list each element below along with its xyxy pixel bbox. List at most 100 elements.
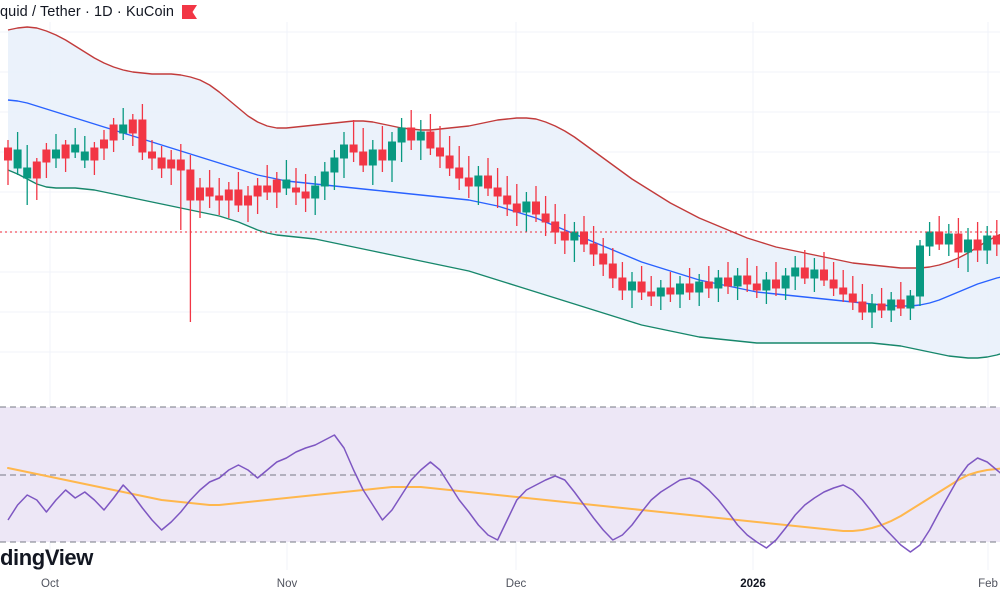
candle-body (167, 159, 176, 169)
candle-body (522, 201, 531, 213)
candle-body (983, 235, 992, 251)
candle-body (781, 275, 790, 289)
rsi-moving-average-line (7, 467, 1000, 532)
candle-body (714, 277, 723, 289)
candle-body (196, 187, 204, 201)
candle-body (935, 231, 944, 245)
candle-body (292, 187, 300, 193)
candle-body (340, 144, 348, 159)
candle-body (186, 169, 195, 201)
candle-body (263, 185, 272, 193)
candle-body (637, 281, 646, 293)
candle-body (762, 279, 771, 291)
candle-body (512, 203, 521, 213)
candle-body (301, 191, 310, 199)
candle-body (896, 299, 905, 309)
candle-body (887, 299, 896, 311)
candle-body (916, 245, 924, 297)
candle-body (128, 119, 137, 134)
candle-body (205, 187, 214, 197)
candle-body (61, 144, 70, 159)
candle-body (906, 295, 915, 309)
candle-body (176, 159, 185, 171)
candle-body (580, 231, 588, 245)
candle-body (973, 239, 982, 251)
candle-body (474, 175, 483, 187)
candle-body (618, 277, 627, 291)
candle-body (724, 277, 732, 287)
candle-body (944, 233, 953, 245)
candle-body (800, 267, 809, 279)
candle-body (330, 157, 339, 173)
candle-body (253, 185, 262, 197)
candle-body (647, 291, 656, 297)
candle-body (42, 149, 51, 163)
candle-body (877, 303, 886, 311)
candle-body (272, 179, 281, 193)
candle-body (407, 127, 416, 141)
candle-body (656, 287, 665, 297)
candlestick-series (4, 104, 1000, 328)
x-axis-tick: Dec (505, 578, 527, 590)
candle-body (138, 119, 147, 153)
candle-body (52, 149, 60, 159)
candle-body (23, 167, 32, 179)
bollinger-upper-band (7, 26, 1000, 269)
candle-body (71, 144, 80, 153)
candle-body (455, 167, 464, 179)
candle-body (685, 283, 694, 293)
candle-body (829, 279, 838, 289)
candle-body (743, 275, 752, 285)
candle-body (80, 151, 89, 161)
candle-body (589, 243, 598, 255)
candle-body (503, 195, 512, 205)
candle-body (388, 141, 396, 161)
candle-body (100, 139, 108, 149)
candle-body (119, 124, 128, 134)
candle-body (820, 269, 828, 281)
candle-body (397, 127, 406, 143)
candle-body (704, 281, 713, 289)
x-axis-tick: Oct (41, 578, 59, 590)
candle-body (532, 201, 540, 215)
candle-body (157, 157, 166, 169)
candle-body (925, 231, 934, 247)
x-axis-tick: 2026 (740, 578, 766, 590)
candle-body (90, 147, 99, 161)
candle-body (493, 187, 502, 197)
bollinger-band-fill (8, 27, 1000, 358)
candle-body (964, 239, 972, 253)
candle-body (608, 263, 617, 279)
candle-body (541, 213, 550, 223)
candle-body (109, 124, 118, 141)
candle-body (676, 283, 684, 295)
candle-body (560, 231, 569, 241)
candle-body (868, 303, 876, 313)
candle-body (445, 155, 454, 169)
x-axis[interactable]: Oct Nov Dec 2026 Feb (0, 578, 1000, 600)
candle-body (464, 177, 473, 187)
bollinger-lower-band (7, 169, 1000, 359)
candle-body (628, 281, 636, 291)
candle-body (282, 179, 291, 189)
candle-body (436, 147, 444, 157)
candle-body (551, 221, 560, 233)
candle-body (32, 161, 41, 179)
candle-body (839, 287, 848, 295)
candle-body (368, 149, 377, 166)
candle-body (954, 233, 963, 253)
candle-body (733, 275, 742, 287)
candle-body (244, 195, 252, 206)
candle-body (848, 293, 857, 303)
candle-body (426, 131, 435, 149)
candle-body (695, 281, 704, 293)
candle-body (311, 185, 320, 199)
candle-body (349, 144, 358, 153)
rsi-line (7, 434, 1000, 553)
candle-body (791, 267, 800, 277)
candle-body (752, 283, 761, 291)
candle-body (416, 131, 425, 141)
candle-body (13, 149, 22, 169)
